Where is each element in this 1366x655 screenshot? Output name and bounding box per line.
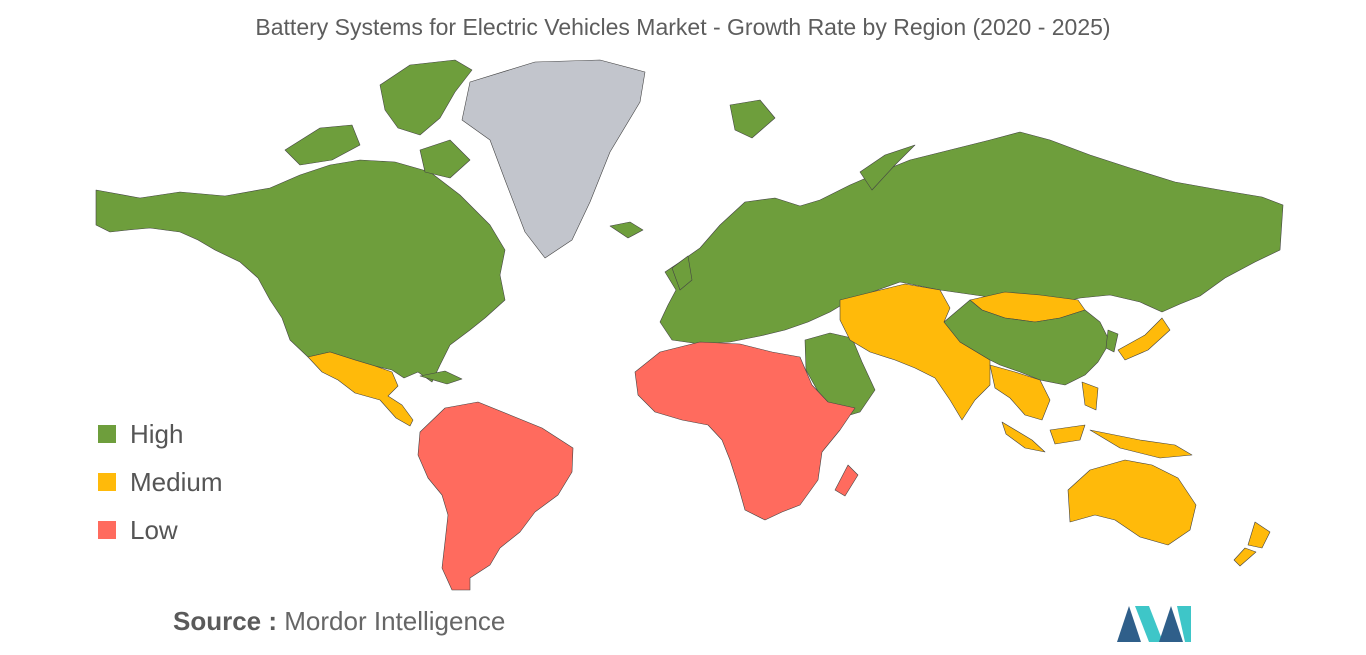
- region-central-south-asia: [839, 283, 991, 421]
- region-southeast-asia: [989, 364, 1193, 459]
- region-north-america: [95, 159, 506, 383]
- region-madagascar: [834, 464, 859, 497]
- region-china: [943, 299, 1111, 386]
- legend-label-high: High: [130, 418, 184, 449]
- region-greenland: [461, 59, 646, 259]
- region-australia: [1067, 459, 1197, 546]
- legend-item-medium: Medium: [98, 458, 222, 506]
- region-svalbard: [729, 99, 776, 139]
- region-mexico-central-america: [307, 351, 414, 427]
- mordor-intelligence-logo: [1117, 606, 1191, 642]
- region-caribbean: [419, 370, 463, 385]
- legend-label-medium: Medium: [130, 466, 223, 497]
- region-iceland: [609, 221, 644, 239]
- legend-swatch-high: [98, 425, 116, 443]
- legend-item-low: Low: [98, 506, 222, 554]
- source-label: Source :: [173, 606, 278, 636]
- source-note: Source : Mordor Intelligence: [173, 606, 505, 637]
- region-africa: [634, 341, 856, 521]
- world-map: [95, 59, 1284, 591]
- region-uk: [671, 255, 693, 291]
- region-south-america: [417, 401, 574, 591]
- map-legend: High Medium Low: [98, 410, 222, 554]
- region-japan: [1117, 317, 1171, 361]
- legend-label-low: Low: [130, 514, 178, 545]
- region-arctic-islands: [284, 59, 473, 179]
- legend-swatch-low: [98, 521, 116, 539]
- chart-title: Battery Systems for Electric Vehicles Ma…: [255, 14, 1111, 40]
- region-korea: [1105, 329, 1119, 353]
- legend-swatch-medium: [98, 473, 116, 491]
- region-novaya-zemlya: [859, 144, 916, 191]
- source-value: Mordor Intelligence: [284, 606, 506, 636]
- region-europe-russia: [659, 131, 1284, 345]
- region-new-zealand: [1233, 521, 1271, 567]
- legend-item-high: High: [98, 410, 222, 458]
